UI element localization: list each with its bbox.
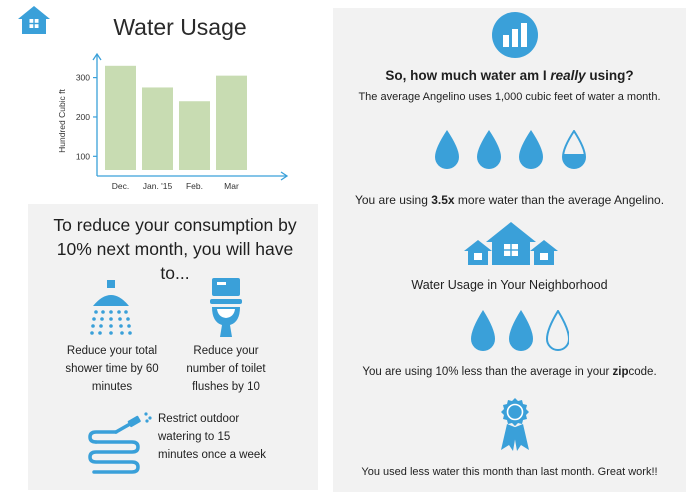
y-tick-label: 200 bbox=[76, 112, 90, 122]
garden-hose-icon bbox=[86, 412, 154, 476]
bar bbox=[105, 65, 136, 170]
y-tick-label: 100 bbox=[76, 151, 90, 161]
water-drop-icon bbox=[435, 130, 459, 169]
question-emphasis: really bbox=[550, 68, 586, 83]
hose-tip-text: Restrict outdoor watering to 15 minutes … bbox=[158, 413, 267, 461]
toilet-icon bbox=[208, 278, 244, 338]
x-tick-label: Feb. bbox=[186, 181, 203, 191]
final-message: You used less water this month than last… bbox=[361, 466, 658, 478]
y-axis-arrow bbox=[92, 52, 102, 61]
toilet-tip-text: Reduce your number of toilet flushes by … bbox=[186, 345, 266, 393]
neighborhood-text: You are using 10% less than the average … bbox=[333, 366, 686, 378]
page-title: Water Usage bbox=[113, 14, 247, 40]
neighborhood-houses-icon bbox=[464, 220, 558, 266]
comparison-prefix: You are using bbox=[354, 193, 432, 207]
usage-panel: So, how much water am I really using? Th… bbox=[333, 8, 686, 492]
comparison-text: You are using 3.5x more water than the a… bbox=[333, 193, 686, 207]
y-axis-label: Hundred Cubic ft bbox=[57, 88, 67, 152]
x-tick-label: Mar bbox=[224, 181, 239, 191]
usage-chart: 100 200 300 Hundred Cubic ft Dec. Jan. '15 Feb… bbox=[57, 52, 289, 191]
shower-head-icon bbox=[88, 280, 134, 338]
shower-tip-text: Reduce your total shower time by 60 minu… bbox=[65, 345, 159, 393]
question-suffix: using? bbox=[585, 68, 634, 83]
reduce-panel: To reduce your consumption by 10% next m… bbox=[28, 204, 318, 490]
comparison-suffix: more water than the average Angelino. bbox=[454, 193, 665, 207]
x-tick-label: Jan. '15 bbox=[143, 181, 173, 191]
home-icon[interactable] bbox=[17, 5, 51, 35]
neighborhood-bold: zip bbox=[612, 366, 629, 378]
x-tick-label: Dec. bbox=[112, 181, 129, 191]
average-text: The average Angelino uses 1,000 cubic fe… bbox=[358, 91, 661, 103]
bar bbox=[179, 101, 210, 170]
usage-question: So, how much water am I really using? bbox=[333, 68, 686, 83]
water-drop-icon bbox=[471, 310, 495, 351]
award-ribbon-icon bbox=[497, 398, 533, 452]
reduce-heading: To reduce your consumption by 10% next m… bbox=[53, 215, 297, 283]
y-tick-label: 300 bbox=[76, 73, 90, 83]
drops-row bbox=[433, 130, 593, 170]
neighborhood-drops-row bbox=[469, 310, 569, 352]
water-drop-icon bbox=[477, 130, 501, 169]
water-drop-icon bbox=[509, 310, 533, 351]
neighborhood-suffix: code. bbox=[628, 366, 657, 378]
x-axis-arrow bbox=[280, 171, 289, 181]
question-prefix: So, how much water am I bbox=[385, 68, 551, 83]
bar bbox=[142, 87, 173, 170]
water-drop-icon bbox=[519, 130, 543, 169]
neighborhood-title: Water Usage in Your Neighborhood bbox=[411, 278, 608, 292]
bar-chart-icon bbox=[492, 12, 538, 58]
bar bbox=[216, 75, 247, 170]
neighborhood-prefix: You are using 10% less than the average … bbox=[362, 366, 613, 378]
comparison-multiplier: 3.5x bbox=[431, 193, 455, 207]
water-drop-outline-icon bbox=[545, 310, 569, 351]
